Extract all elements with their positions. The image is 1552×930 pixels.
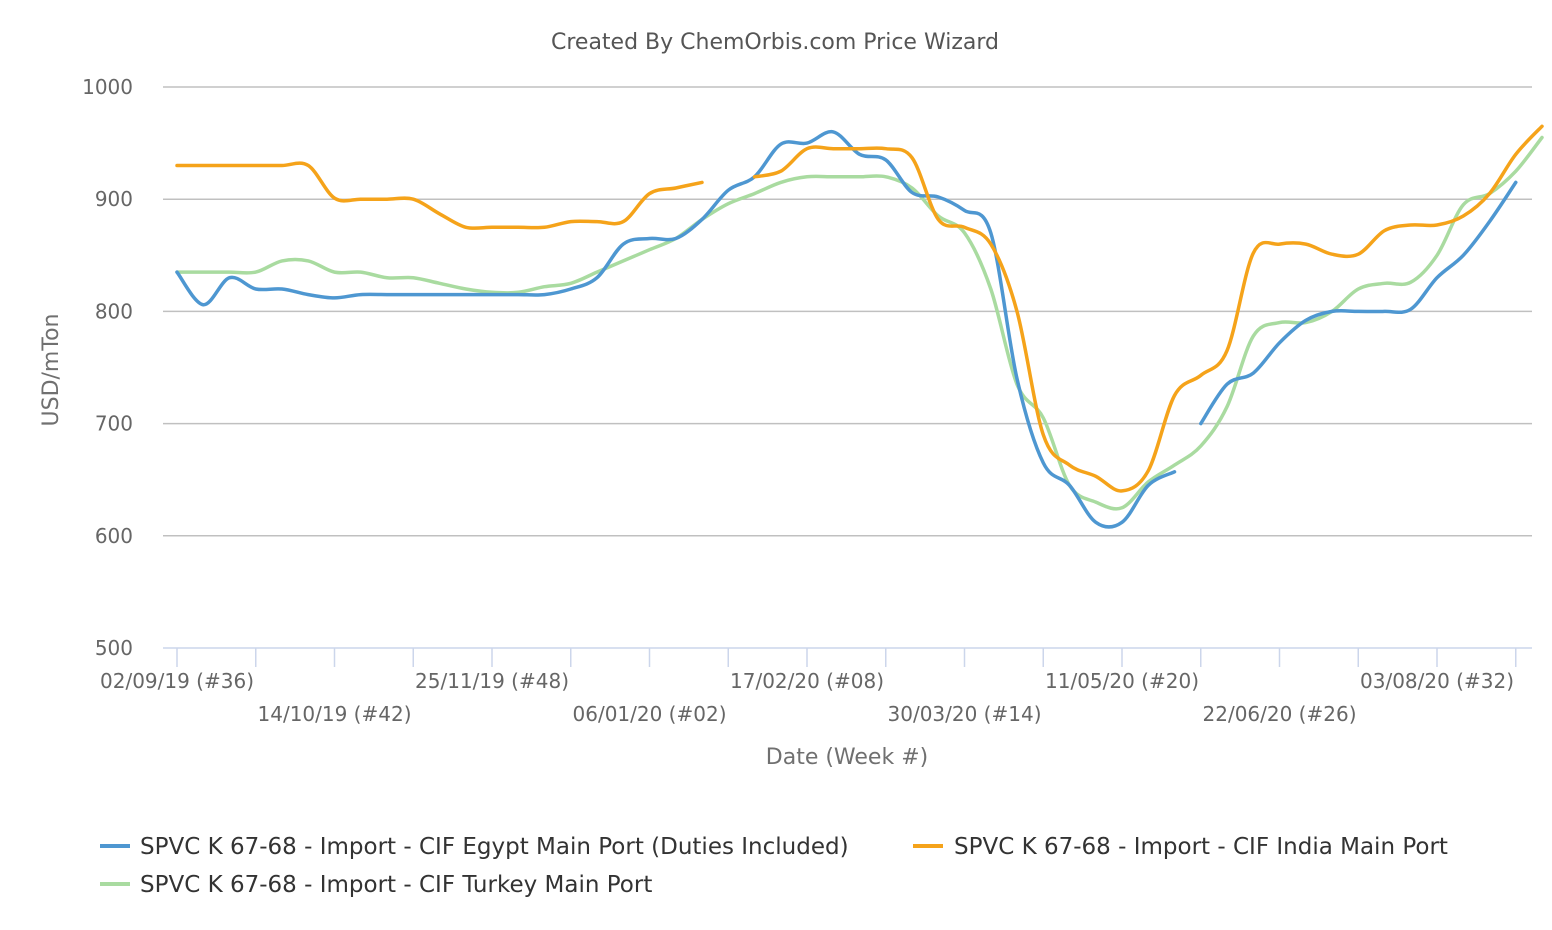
series-line-egypt xyxy=(175,130,1177,529)
x-axis-title: Date (Week #) xyxy=(766,745,928,770)
x-tick-label: 17/02/20 (#08) xyxy=(730,669,884,693)
series-lines xyxy=(175,124,1544,529)
y-axis-title: USD/mTon xyxy=(39,314,64,427)
y-tick-label: 800 xyxy=(95,299,133,323)
y-tick-label: 1000 xyxy=(82,75,133,99)
x-tick-label: 25/11/19 (#48) xyxy=(415,669,569,693)
y-tick-label: 900 xyxy=(95,187,133,211)
series-line-india xyxy=(175,161,704,231)
x-tick-label: 06/01/20 (#02) xyxy=(573,702,727,726)
legend-label: SPVC K 67-68 - Import - CIF Egypt Main P… xyxy=(140,834,849,860)
x-tick-label: 30/03/20 (#14) xyxy=(888,702,1042,726)
series-line-turkey xyxy=(175,135,1544,511)
y-tick-label: 500 xyxy=(95,636,133,660)
x-axis: 02/09/19 (#36)14/10/19 (#42)25/11/19 (#4… xyxy=(100,647,1532,726)
legend-label: SPVC K 67-68 - Import - CIF India Main P… xyxy=(954,834,1448,860)
chart-title: Created By ChemOrbis.com Price Wizard xyxy=(551,30,999,55)
legend-item-turkey[interactable]: SPVC K 67-68 - Import - CIF Turkey Main … xyxy=(100,872,652,898)
x-tick-label: 11/05/20 (#20) xyxy=(1045,669,1199,693)
y-tick-label: 600 xyxy=(95,524,133,548)
legend-item-egypt[interactable]: SPVC K 67-68 - Import - CIF Egypt Main P… xyxy=(100,834,849,860)
legend: SPVC K 67-68 - Import - CIF Egypt Main P… xyxy=(100,834,1448,898)
x-tick-label: 02/09/19 (#36) xyxy=(100,669,254,693)
x-tick-label: 14/10/19 (#42) xyxy=(258,702,412,726)
x-tick-label: 22/06/20 (#26) xyxy=(1203,702,1357,726)
y-tick-label: 700 xyxy=(95,412,133,436)
legend-label: SPVC K 67-68 - Import - CIF Turkey Main … xyxy=(140,872,652,898)
y-axis-ticks: 500 600 700 800 900 1000 xyxy=(82,75,133,660)
series-line-egypt xyxy=(1199,180,1518,426)
series-line-india xyxy=(752,124,1544,493)
x-tick-label: 03/08/20 (#32) xyxy=(1360,669,1514,693)
legend-item-india[interactable]: SPVC K 67-68 - Import - CIF India Main P… xyxy=(913,834,1448,860)
